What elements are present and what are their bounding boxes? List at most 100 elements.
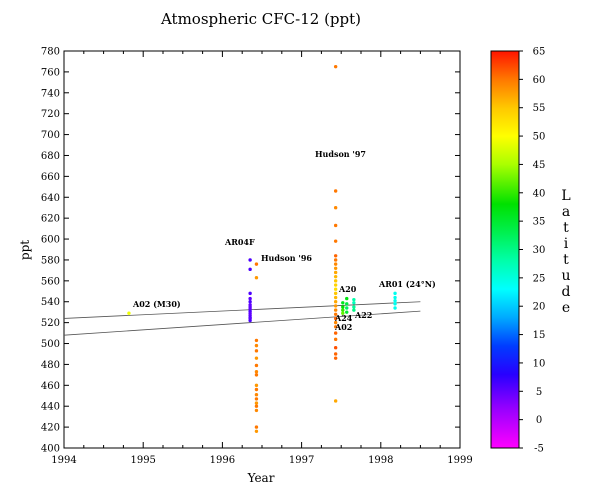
- colorbar-label-letter: L: [561, 188, 570, 204]
- annotation-ar01: AR01 (24°N): [378, 279, 436, 289]
- colorbar-tick-label: 55: [533, 103, 546, 114]
- point-ar04f: [248, 318, 252, 323]
- point-a20: [341, 308, 345, 312]
- point-hudson-96: [254, 373, 259, 377]
- colorbar-tick-label: 20: [533, 302, 546, 313]
- plot-frame: [63, 50, 461, 449]
- point-hudson-97: [333, 356, 338, 360]
- point-hudson-96: [254, 343, 259, 348]
- y-tick-label: 600: [41, 235, 60, 246]
- colorbar-label-letter: t: [563, 252, 569, 268]
- point-a20: [345, 310, 349, 314]
- annotation-hudson-97: Hudson '97: [315, 149, 366, 159]
- point-hudson-97: [333, 287, 338, 291]
- point-hudson-97: [333, 331, 338, 335]
- y-tick-label: 640: [41, 193, 60, 204]
- x-tick-label: 1996: [210, 455, 235, 466]
- y-tick-label: 780: [41, 47, 60, 58]
- point-hudson-96: [254, 338, 259, 343]
- point-a20: [341, 301, 345, 305]
- colorbar-tick-label: 45: [533, 160, 546, 171]
- point-a20: [345, 306, 349, 310]
- point-hudson-97: [333, 189, 338, 193]
- y-tick-label: 580: [41, 255, 60, 266]
- y-tick-label: 480: [41, 360, 60, 371]
- colorbar-label-letter: a: [562, 204, 570, 220]
- point-ar04f: [248, 291, 252, 296]
- point-hudson-97: [333, 266, 338, 271]
- y-tick-label: 460: [41, 381, 60, 392]
- point-hudson-97: [333, 399, 338, 403]
- y-tick-label: 540: [41, 297, 60, 308]
- point-ar01-24-n: [393, 298, 397, 303]
- point-hudson-97: [333, 300, 338, 304]
- y-tick-label: 760: [41, 67, 60, 78]
- x-tick-label: 1999: [447, 455, 472, 466]
- point-hudson-96: [254, 262, 259, 266]
- colorbar-tick-label: 0: [536, 415, 542, 426]
- reference-line: [63, 310, 421, 336]
- point-hudson-97: [333, 304, 338, 308]
- y-tick-label: 420: [41, 423, 60, 434]
- colorbar-tick-label: 40: [533, 188, 546, 199]
- point-hudson-97: [333, 274, 338, 279]
- point-ar04f: [248, 300, 252, 304]
- point-hudson-97: [333, 258, 338, 262]
- point-hudson-97: [333, 316, 338, 321]
- y-tick-label: 680: [41, 151, 60, 162]
- point-hudson-97: [333, 270, 338, 275]
- colorbar-label-letter: u: [561, 268, 570, 284]
- point-a20: [345, 302, 349, 306]
- colorbar-tick-label: 30: [533, 245, 546, 256]
- point-hudson-97: [333, 262, 338, 266]
- point-ar01-24-n: [393, 295, 397, 300]
- point-ar04f: [248, 296, 252, 301]
- colorbar-label-letter: e: [562, 300, 570, 316]
- point-ar01-24-n: [393, 302, 397, 306]
- colorbar-tick-label: 15: [533, 330, 546, 341]
- point-hudson-97: [333, 239, 338, 243]
- point-a20: [341, 305, 345, 309]
- y-axis-label: ppt: [18, 240, 32, 260]
- y-tick-label: 720: [41, 109, 60, 120]
- x-tick-label: 1994: [51, 455, 76, 466]
- point-hudson-97: [333, 346, 338, 350]
- colorbar-tick-label: 5: [536, 387, 542, 398]
- point-hudson-96: [254, 397, 259, 401]
- x-axis: 1994 1995 1996 1997 1998 1999: [51, 51, 473, 466]
- point-hudson-97: [333, 283, 338, 287]
- colorbar-tick-label: 25: [533, 273, 546, 284]
- point-hudson-96: [254, 349, 259, 353]
- point-hudson-97: [333, 320, 338, 325]
- data-points: [127, 64, 397, 433]
- point-hudson-96: [254, 383, 259, 388]
- y-tick-label: 740: [41, 88, 60, 99]
- annotation-hudson-96: Hudson '96: [261, 253, 312, 263]
- point-hudson-97: [333, 254, 338, 258]
- point-hudson-97: [333, 352, 338, 356]
- point-hudson-97: [333, 295, 338, 300]
- point-a22: [352, 297, 356, 302]
- point-hudson-97: [333, 312, 338, 316]
- point-a02-m30: [127, 311, 131, 315]
- point-hudson-96: [254, 363, 259, 368]
- point-a22: [352, 305, 356, 309]
- point-ar01-24-n: [393, 306, 397, 310]
- colorbar-label-letter: t: [563, 220, 569, 236]
- annotation-a22: A22: [354, 310, 372, 320]
- point-hudson-97: [333, 279, 338, 283]
- colorbar-tick-label: -5: [534, 444, 544, 455]
- point-hudson-96: [254, 408, 259, 413]
- point-hudson-97: [333, 337, 338, 342]
- point-ar01-24-n: [393, 291, 397, 296]
- x-tick-label: 1995: [130, 455, 155, 466]
- point-a22: [352, 301, 356, 305]
- y-tick-label: 560: [41, 276, 60, 287]
- colorbar-tick-label: 60: [533, 75, 546, 86]
- point-hudson-96: [254, 370, 259, 374]
- colorbar: [490, 50, 520, 449]
- colorbar-ticks: -5 0 5 10 15 20 25 30 35 40 45 50 55 60 65: [519, 47, 545, 455]
- point-hudson-96: [254, 429, 259, 433]
- point-a22: [352, 308, 356, 312]
